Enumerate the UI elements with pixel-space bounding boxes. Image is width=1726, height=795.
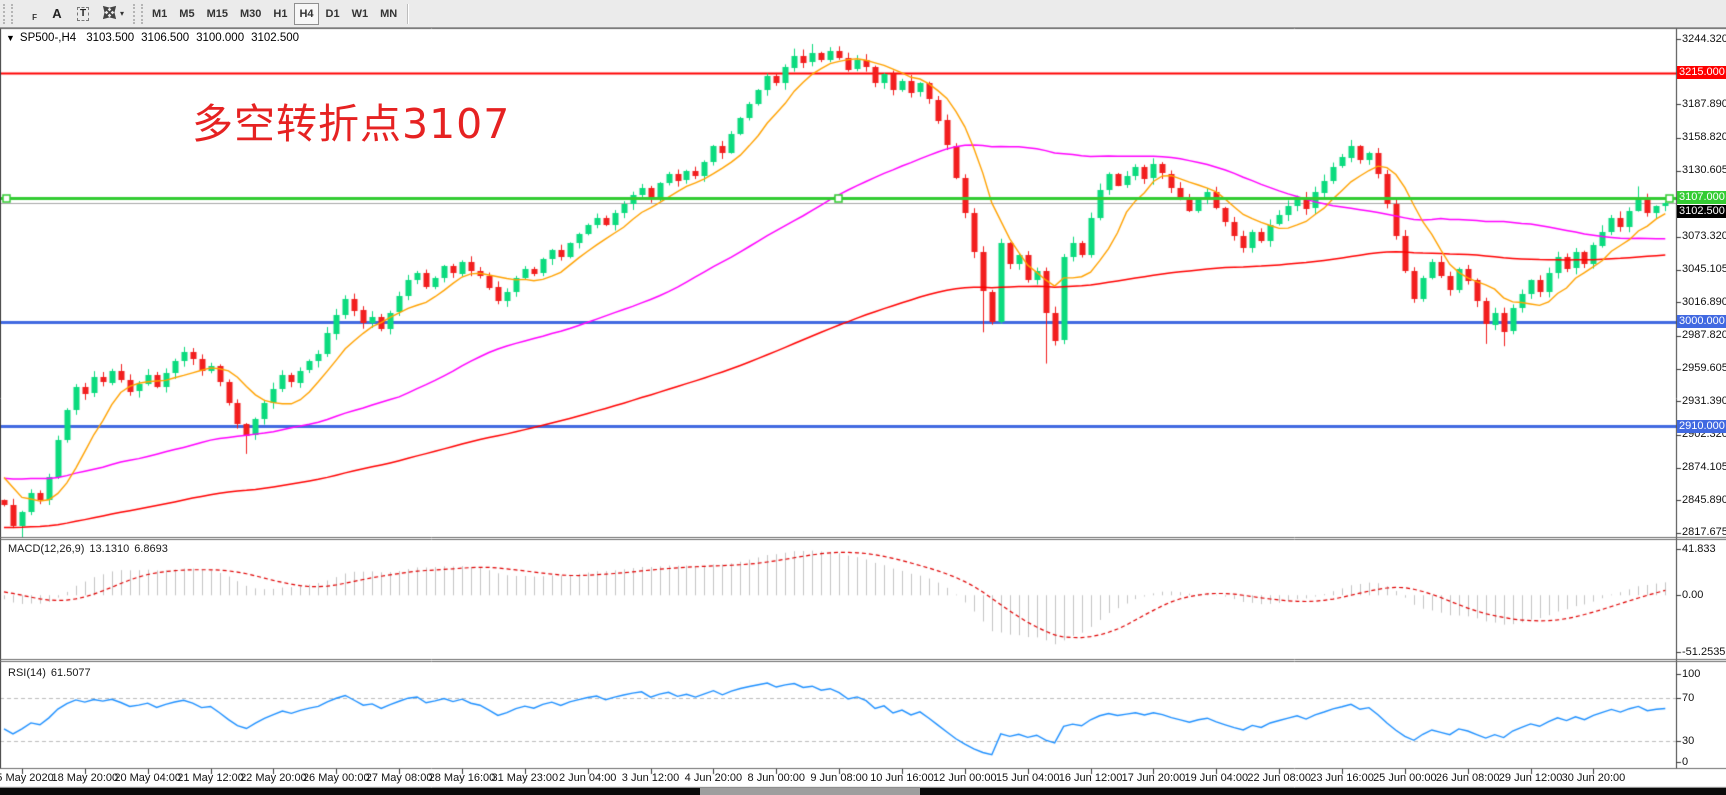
price-axis-tick: 2845.890 [1682, 493, 1726, 506]
open-value: 3103.500 [86, 32, 135, 44]
price-flag-3215.000: 3215.000 [1677, 66, 1726, 80]
date-axis-tick: 27 May 08:00 [365, 772, 433, 784]
dotted-grid-icon: F [32, 12, 37, 22]
price-axis-tick: 41.833 [1682, 542, 1716, 555]
objects-arrows-tool-button[interactable]: ▾ [97, 3, 129, 25]
price-flag-2910.000: 2910.000 [1677, 419, 1726, 433]
symbol-period-label: SP500-,H4 [19, 32, 77, 44]
date-axis-tick: 4 Jun 20:00 [684, 772, 743, 784]
price-axis-tick: 3244.320 [1682, 32, 1726, 45]
letter-a-icon: A [52, 6, 62, 21]
macd-indicator-label: MACD(12,26,9) 13.1310 6.8693 [8, 543, 168, 555]
price-axis-tick: -51.2535 [1682, 645, 1726, 658]
date-axis-tick: 25 Jun 00:00 [1373, 772, 1437, 784]
price-axis-tick: 30 [1682, 734, 1695, 747]
toolbar-separator [407, 3, 409, 24]
chart-title: ▼ SP500-,H4 3103.500 3106.500 3100.000 3… [6, 32, 306, 44]
date-axis-tick: 19 Jun 04:00 [1184, 772, 1249, 784]
date-axis-tick: 29 Jun 12:00 [1498, 772, 1563, 784]
taskbar-segment [700, 788, 920, 795]
close-value: 3102.500 [251, 32, 300, 44]
timeframe-button-M5[interactable]: M5 [179, 7, 195, 20]
price-axis-tick: 100 [1682, 667, 1701, 680]
timeframe-button-H4[interactable]: H4 [294, 2, 319, 25]
price-axis-tick: 2959.605 [1682, 362, 1726, 375]
quote-dropdown-icon[interactable]: ▼ [6, 33, 15, 43]
date-axis-tick: 22 May 20:00 [240, 772, 307, 784]
text-box-tool-button[interactable]: T [71, 3, 95, 25]
price-axis-tick: 2931.390 [1682, 394, 1726, 407]
date-axis-tick: 21 May 12:00 [177, 772, 244, 784]
date-axis-tick: 26 Jun 08:00 [1435, 772, 1500, 784]
date-axis-tick: 18 May 20:00 [51, 772, 119, 784]
date-axis-tick: 26 May 00:00 [302, 772, 370, 784]
date-axis-tick: 28 May 16:00 [428, 772, 496, 784]
date-axis-tick: 15 May 2020 [0, 772, 54, 784]
price-chart-canvas[interactable] [0, 28, 1726, 795]
date-axis-tick: 9 Jun 08:00 [810, 772, 868, 784]
date-axis-tick: 8 Jun 00:00 [747, 772, 806, 784]
text-annotation-tool-button[interactable]: A [45, 3, 69, 25]
date-axis-tick: 20 May 04:00 [114, 772, 181, 784]
date-axis-tick: 10 Jun 16:00 [870, 772, 934, 784]
price-flag-3000.000: 3000.000 [1677, 315, 1726, 329]
price-axis-tick: 2874.105 [1682, 461, 1726, 474]
timeframe-button-M15[interactable]: M15 [206, 7, 228, 20]
timeframe-button-M30[interactable]: M30 [239, 7, 262, 20]
timeframe-button-D1[interactable]: D1 [325, 7, 340, 20]
chevron-down-icon: ▾ [120, 9, 125, 18]
price-axis-tick: 2817.675 [1682, 526, 1726, 539]
date-axis-tick: 15 Jun 04:00 [995, 772, 1060, 784]
grid-f-tool-button[interactable]: F [17, 3, 43, 25]
price-axis-tick: 3016.890 [1682, 295, 1726, 308]
price-axis-tick: 0.00 [1682, 588, 1704, 601]
timeframe-button-M1[interactable]: M1 [152, 7, 168, 20]
taskbar-strip [0, 788, 1726, 795]
date-axis-tick: 22 Jun 08:00 [1247, 772, 1311, 784]
price-axis-tick: 2987.820 [1682, 329, 1726, 342]
price-flag-3107.000: 3107.000 [1677, 191, 1726, 205]
price-axis-tick: 0 [1682, 755, 1689, 768]
toolbar-grip[interactable] [3, 3, 13, 24]
text-box-icon: T [76, 6, 90, 21]
date-axis-tick: 31 May 23:00 [491, 772, 559, 784]
price-axis-tick: 3130.605 [1682, 164, 1726, 177]
high-value: 3106.500 [141, 32, 190, 44]
price-flag-3102.500: 3102.500 [1677, 204, 1726, 218]
toolbar-grip-2[interactable] [133, 3, 144, 24]
low-value: 3100.000 [196, 32, 245, 44]
date-axis-tick: 23 Jun 16:00 [1310, 772, 1374, 784]
cycle-arrows-icon [102, 5, 117, 23]
price-axis-tick: 3158.820 [1682, 131, 1726, 144]
price-axis-tick: 3187.890 [1682, 97, 1726, 110]
date-axis-tick: 16 Jun 12:00 [1058, 772, 1123, 784]
date-axis-tick: 2 Jun 04:00 [558, 772, 617, 784]
date-axis-tick: 3 Jun 12:00 [621, 772, 680, 784]
price-axis-tick: 70 [1682, 691, 1695, 704]
toolbar: F A T ▾ M1 M5 M15 M30 H1 H4 D1 W1 MN [0, 0, 1726, 28]
date-axis-tick: 17 Jun 20:00 [1121, 772, 1186, 784]
rsi-indicator-label: RSI(14) 61.5077 [8, 667, 91, 679]
timeframe-button-W1[interactable]: W1 [351, 7, 369, 20]
chart-text-annotation: 多空转折点3107 [192, 100, 511, 148]
timeframe-button-H1[interactable]: H1 [273, 7, 288, 20]
price-axis-tick: 3045.105 [1682, 263, 1726, 276]
timeframe-button-MN[interactable]: MN [380, 7, 398, 20]
date-axis-tick: 30 Jun 20:00 [1561, 772, 1626, 784]
date-axis-tick: 12 Jun 00:00 [933, 772, 997, 784]
price-axis-tick: 3073.320 [1682, 230, 1726, 243]
